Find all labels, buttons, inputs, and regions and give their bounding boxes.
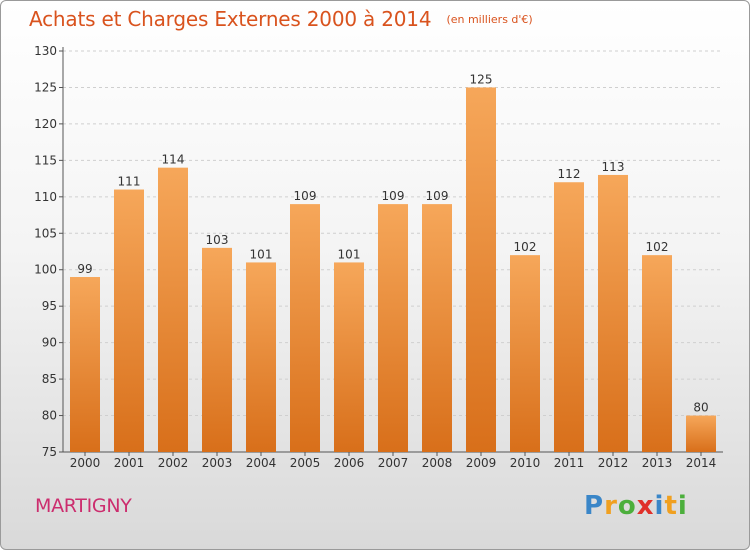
y-tick-label: 125 xyxy=(34,80,57,94)
y-tick-label: 105 xyxy=(34,226,57,240)
bar xyxy=(70,277,100,452)
chart-title: Achats et Charges Externes 2000 à 2014 xyxy=(29,7,432,31)
bar xyxy=(246,262,276,452)
title-row: Achats et Charges Externes 2000 à 2014 (… xyxy=(29,7,533,31)
bar xyxy=(510,255,540,452)
brand-letter: i xyxy=(654,491,665,521)
y-tick-label: 90 xyxy=(42,336,57,350)
bar xyxy=(378,204,408,452)
bar xyxy=(158,167,188,452)
data-label: 109 xyxy=(382,189,405,203)
x-tick-label: 2003 xyxy=(202,456,233,470)
brand-letter: P xyxy=(584,491,605,521)
labels: 75 80 85 90 95 100 105 110 115 120 125 130 99 2000 111… xyxy=(34,44,716,470)
y-tick-label: 130 xyxy=(34,44,57,58)
brand-letter: x xyxy=(636,491,655,521)
bar xyxy=(642,255,672,452)
bar xyxy=(686,415,716,452)
x-tick-label: 2013 xyxy=(642,456,673,470)
bar xyxy=(334,262,364,452)
data-label: 99 xyxy=(77,262,92,276)
x-tick-label: 2000 xyxy=(70,456,101,470)
x-tick-label: 2007 xyxy=(378,456,409,470)
brand-letter: i xyxy=(677,491,688,521)
data-label: 80 xyxy=(693,401,708,415)
y-tick-label: 75 xyxy=(42,445,57,459)
data-label: 109 xyxy=(426,189,449,203)
bars xyxy=(70,87,716,453)
data-label: 103 xyxy=(206,233,229,247)
bar xyxy=(114,189,144,452)
data-label: 101 xyxy=(338,247,361,261)
data-label: 125 xyxy=(470,72,493,86)
x-tick-label: 2006 xyxy=(334,456,365,470)
x-tick-label: 2001 xyxy=(114,456,145,470)
x-tick-label: 2002 xyxy=(158,456,189,470)
x-tick-label: 2004 xyxy=(246,456,277,470)
data-label: 101 xyxy=(250,247,273,261)
chart-subtitle: (en milliers d'€) xyxy=(446,13,533,26)
bar xyxy=(202,247,232,452)
y-tick-label: 80 xyxy=(42,409,57,423)
bar xyxy=(554,182,584,452)
data-label: 114 xyxy=(162,153,185,167)
y-tick-label: 110 xyxy=(34,190,57,204)
x-tick-label: 2014 xyxy=(686,456,717,470)
bar xyxy=(466,87,496,453)
y-tick-label: 85 xyxy=(42,372,57,386)
bar xyxy=(598,174,628,453)
data-label: 102 xyxy=(514,240,537,254)
data-label: 102 xyxy=(646,240,669,254)
data-label: 113 xyxy=(602,160,625,174)
bar xyxy=(422,204,452,452)
data-label: 111 xyxy=(118,175,141,189)
brand-letter: o xyxy=(617,491,637,521)
y-tick-label: 120 xyxy=(34,117,57,131)
y-tick-label: 95 xyxy=(42,299,57,313)
x-tick-label: 2010 xyxy=(510,456,541,470)
y-tick-label: 115 xyxy=(34,153,57,167)
data-label: 109 xyxy=(294,189,317,203)
x-tick-label: 2012 xyxy=(598,456,629,470)
x-tick-label: 2008 xyxy=(422,456,453,470)
data-label: 112 xyxy=(558,167,581,181)
brand-letter: r xyxy=(604,491,618,521)
city-name: MARTIGNY xyxy=(35,495,132,517)
x-tick-label: 2011 xyxy=(554,456,585,470)
x-tick-label: 2005 xyxy=(290,456,321,470)
y-tick-label: 100 xyxy=(34,263,57,277)
bar xyxy=(290,204,320,452)
brand-logo: Proxiti xyxy=(584,491,688,521)
x-tick-label: 2009 xyxy=(466,456,497,470)
brand-letter: t xyxy=(664,491,678,521)
